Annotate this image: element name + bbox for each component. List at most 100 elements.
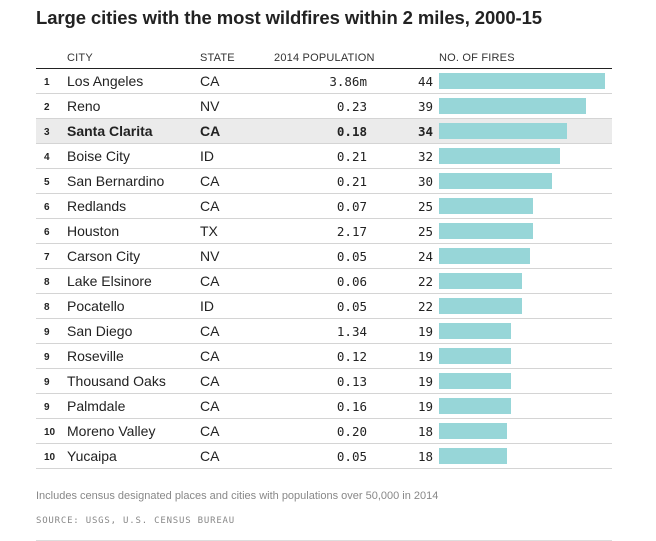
state-cell: ID [200, 298, 214, 314]
footnote: Includes census designated places and ci… [36, 490, 439, 502]
table-row: 9 Roseville CA 0.12 19 [36, 344, 612, 369]
fires-table: CITY STATE 2014 POPULATION NO. OF FIRES … [36, 46, 612, 469]
state-cell: CA [200, 173, 220, 189]
fires-bar [439, 423, 507, 439]
fires-bar [439, 273, 522, 289]
table-row: 10 Yucaipa CA 0.05 18 [36, 444, 612, 469]
rank-cell: 8 [44, 277, 50, 288]
table-row: 7 Carson City NV 0.05 24 [36, 244, 612, 269]
fires-bar [439, 398, 511, 414]
rank-cell: 1 [44, 77, 50, 88]
state-cell: CA [200, 73, 220, 89]
fires-bar [439, 173, 552, 189]
rank-cell: 4 [44, 152, 50, 163]
rank-cell: 10 [44, 452, 56, 463]
table-row: 10 Moreno Valley CA 0.20 18 [36, 419, 612, 444]
city-cell: Reno [67, 98, 101, 114]
table-row: 5 San Bernardino CA 0.21 30 [36, 169, 612, 194]
fires-count-cell: 34 [417, 124, 433, 139]
city-cell: San Bernardino [67, 173, 165, 189]
table-row: 6 Redlands CA 0.07 25 [36, 194, 612, 219]
rank-cell: 5 [44, 177, 50, 188]
fires-bar [439, 348, 511, 364]
city-cell: Lake Elsinore [67, 273, 152, 289]
fires-count-cell: 22 [417, 299, 433, 314]
fires-bar [439, 223, 533, 239]
table-row: 9 Thousand Oaks CA 0.13 19 [36, 369, 612, 394]
table-row: 4 Boise City ID 0.21 32 [36, 144, 612, 169]
city-cell: Yucaipa [67, 448, 117, 464]
city-cell: Redlands [67, 198, 127, 214]
population-cell: 0.23 [336, 99, 367, 114]
rank-cell: 10 [44, 427, 56, 438]
rank-cell: 2 [44, 102, 50, 113]
state-cell: CA [200, 348, 220, 364]
table-row: 8 Pocatello ID 0.05 22 [36, 294, 612, 319]
fires-count-cell: 44 [417, 74, 433, 89]
population-cell: 0.16 [336, 399, 367, 414]
fires-bar [439, 248, 530, 264]
state-cell: CA [200, 198, 220, 214]
state-cell: CA [200, 423, 220, 439]
city-cell: Roseville [67, 348, 124, 364]
population-cell: 3.86m [329, 74, 367, 89]
rank-cell: 9 [44, 377, 50, 388]
fires-bar [439, 148, 560, 164]
state-cell: ID [200, 148, 214, 164]
city-cell: Carson City [67, 248, 141, 264]
fires-count-cell: 25 [417, 224, 433, 239]
rank-cell: 6 [44, 227, 50, 238]
state-cell: CA [200, 123, 221, 139]
city-cell: Pocatello [67, 298, 125, 314]
city-cell: Palmdale [67, 398, 126, 414]
header-population: 2014 POPULATION [274, 52, 375, 64]
state-cell: CA [200, 398, 220, 414]
population-cell: 0.13 [336, 374, 367, 389]
population-cell: 1.34 [336, 324, 367, 339]
fires-count-cell: 39 [417, 99, 433, 114]
city-cell: Los Angeles [67, 73, 144, 89]
fires-count-cell: 19 [417, 374, 433, 389]
fires-bar [439, 298, 522, 314]
city-cell: San Diego [67, 323, 133, 339]
rank-cell: 3 [44, 127, 50, 138]
city-cell: Boise City [67, 148, 131, 164]
fires-bar [439, 98, 586, 114]
fires-count-cell: 19 [417, 399, 433, 414]
rank-cell: 9 [44, 352, 50, 363]
table-row: 3 Santa Clarita CA 0.18 34 [36, 119, 612, 144]
population-cell: 2.17 [336, 224, 367, 239]
fires-count-cell: 19 [417, 324, 433, 339]
fires-bar [439, 448, 507, 464]
fires-count-cell: 19 [417, 349, 433, 364]
table-row: 1 Los Angeles CA 3.86m 44 [36, 69, 612, 94]
header-fires: NO. OF FIRES [439, 52, 515, 64]
table-row: 9 San Diego CA 1.34 19 [36, 319, 612, 344]
population-cell: 0.20 [336, 424, 367, 439]
city-cell: Thousand Oaks [67, 373, 166, 389]
city-cell: Moreno Valley [67, 423, 156, 439]
rank-cell: 9 [44, 402, 50, 413]
population-cell: 0.21 [336, 149, 367, 164]
fires-count-cell: 32 [417, 149, 433, 164]
table-row: 6 Houston TX 2.17 25 [36, 219, 612, 244]
header-state: STATE [200, 52, 235, 64]
rank-cell: 9 [44, 327, 50, 338]
table-row: 2 Reno NV 0.23 39 [36, 94, 612, 119]
fires-count-cell: 30 [417, 174, 433, 189]
state-cell: NV [200, 248, 220, 264]
table-row: 9 Palmdale CA 0.16 19 [36, 394, 612, 419]
fires-bar [439, 123, 567, 139]
population-cell: 0.06 [336, 274, 367, 289]
population-cell: 0.05 [336, 249, 367, 264]
state-cell: CA [200, 323, 220, 339]
fires-bar [439, 73, 605, 89]
fires-count-cell: 18 [417, 449, 433, 464]
state-cell: TX [200, 223, 218, 239]
city-cell: Houston [67, 223, 120, 239]
fires-bar [439, 198, 533, 214]
population-cell: 0.05 [336, 299, 367, 314]
population-cell: 0.07 [336, 199, 367, 214]
state-cell: CA [200, 373, 220, 389]
rank-cell: 6 [44, 202, 50, 213]
